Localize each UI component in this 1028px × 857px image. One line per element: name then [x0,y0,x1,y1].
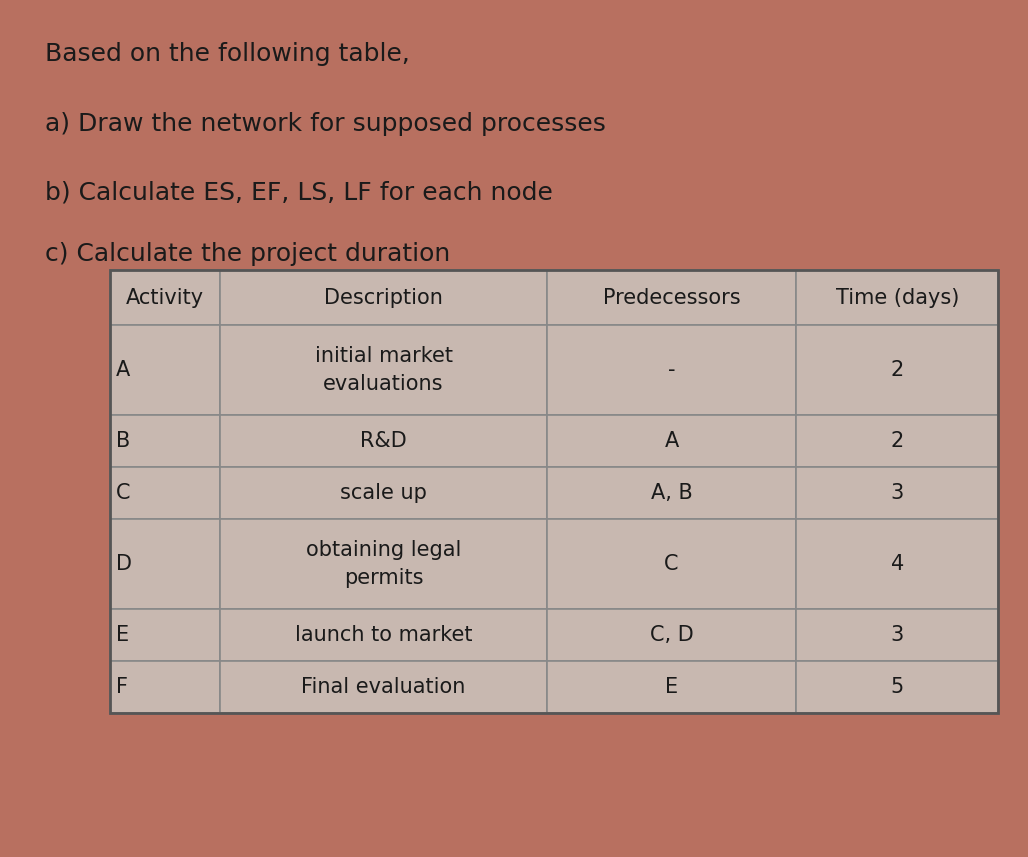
Text: C, D: C, D [650,625,694,645]
Bar [220,467,547,519]
Text: Predecessors: Predecessors [602,287,740,308]
Bar [797,415,998,467]
Bar [220,661,547,713]
Text: 4: 4 [890,554,904,574]
Bar [220,270,547,325]
Text: a) Draw the network for supposed processes: a) Draw the network for supposed process… [45,112,605,136]
Bar [797,325,998,415]
Bar [547,270,797,325]
Text: launch to market: launch to market [295,625,472,645]
Text: Activity: Activity [126,287,205,308]
Text: Time (days): Time (days) [836,287,959,308]
Bar [547,325,797,415]
Text: 3: 3 [890,625,904,645]
Bar [110,519,220,609]
Text: 5: 5 [890,677,904,697]
Bar [110,467,220,519]
Text: 2: 2 [890,431,904,451]
Bar [110,325,220,415]
Bar [110,661,220,713]
Text: C: C [116,483,131,503]
Bar [220,609,547,661]
Bar [110,270,998,713]
Bar [797,467,998,519]
Text: obtaining legal
permits: obtaining legal permits [306,540,462,588]
Bar [220,415,547,467]
Text: scale up: scale up [340,483,427,503]
Text: B: B [116,431,131,451]
Bar [220,325,547,415]
Text: R&D: R&D [360,431,407,451]
Text: A: A [664,431,678,451]
Text: D: D [116,554,132,574]
Text: E: E [116,625,130,645]
Text: Description: Description [324,287,443,308]
Bar [547,467,797,519]
Bar [547,415,797,467]
Text: b) Calculate ES, EF, LS, LF for each node: b) Calculate ES, EF, LS, LF for each nod… [45,180,553,204]
Text: 3: 3 [890,483,904,503]
Bar [547,661,797,713]
Text: Final evaluation: Final evaluation [301,677,466,697]
Bar [220,519,547,609]
Bar [110,270,220,325]
Text: initial market
evaluations: initial market evaluations [315,346,452,394]
Text: E: E [665,677,678,697]
Bar [547,609,797,661]
Bar [797,661,998,713]
Bar [110,609,220,661]
Text: c) Calculate the project duration: c) Calculate the project duration [45,242,450,266]
Text: -: - [668,360,675,380]
Text: Based on the following table,: Based on the following table, [45,42,410,66]
Bar [797,609,998,661]
Text: 2: 2 [890,360,904,380]
Text: A, B: A, B [651,483,693,503]
Text: A: A [116,360,131,380]
Bar [797,270,998,325]
Text: F: F [116,677,128,697]
Bar [797,519,998,609]
Text: C: C [664,554,678,574]
Bar [547,519,797,609]
Bar [110,415,220,467]
